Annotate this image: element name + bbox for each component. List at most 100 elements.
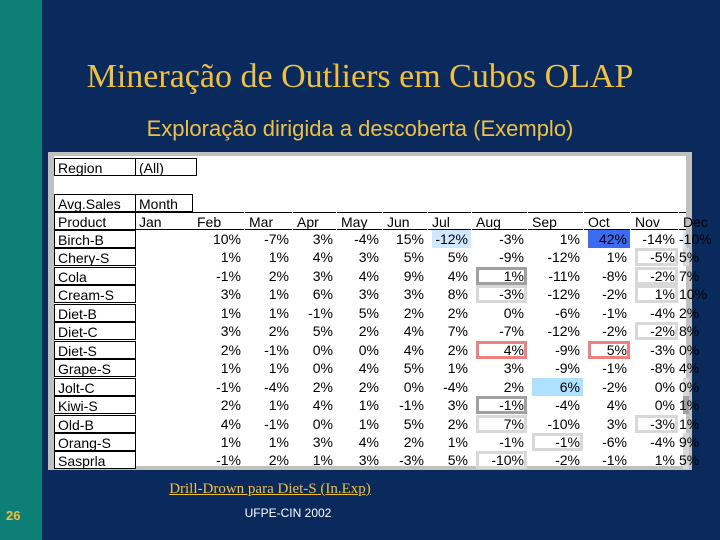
value-cell[interactable]: 1% xyxy=(220,433,241,450)
value-cell[interactable]: -1% xyxy=(216,378,241,395)
value-cell[interactable]: 4% xyxy=(312,397,333,414)
value-cell[interactable]: 2% xyxy=(312,378,333,395)
dimension-label[interactable]: Month xyxy=(135,194,193,212)
value-cell[interactable]: 3% xyxy=(220,286,241,303)
value-cell[interactable]: 2% xyxy=(358,378,379,395)
value-cell[interactable]: 0% xyxy=(312,360,333,377)
value-cell[interactable]: 1% xyxy=(679,397,700,414)
value-cell[interactable]: -1% xyxy=(499,433,524,450)
value-cell[interactable]: -1% xyxy=(602,360,627,377)
value-cell[interactable]: 0% xyxy=(358,341,379,358)
value-cell[interactable]: -2% xyxy=(602,323,627,340)
value-cell[interactable]: -1% xyxy=(602,304,627,321)
value-cell[interactable]: 2% xyxy=(403,433,424,450)
product-label[interactable]: Diet-C xyxy=(54,322,136,341)
value-cell[interactable]: 4% xyxy=(447,267,468,284)
value-cell[interactable]: 0% xyxy=(679,341,700,358)
product-label[interactable]: Old-B xyxy=(54,414,136,433)
value-cell[interactable]: 3% xyxy=(358,249,379,266)
value-cell[interactable]: -1% xyxy=(308,304,333,321)
value-cell[interactable]: -1% xyxy=(399,397,424,414)
value-cell[interactable]: 3% xyxy=(312,231,333,247)
value-cell[interactable]: -1% xyxy=(602,452,627,469)
value-cell[interactable]: 1% xyxy=(220,304,241,321)
value-cell[interactable]: -10% xyxy=(679,231,712,247)
product-label[interactable]: Cream-S xyxy=(54,285,136,304)
value-cell[interactable]: 9% xyxy=(679,433,700,450)
value-cell[interactable]: 5% xyxy=(679,452,700,469)
value-cell[interactable]: 2% xyxy=(503,378,524,395)
value-cell[interactable]: -8% xyxy=(650,360,675,377)
value-cell[interactable]: -5% xyxy=(650,249,675,266)
value-cell[interactable]: -6% xyxy=(602,433,627,450)
value-cell[interactable]: 8% xyxy=(679,323,700,340)
value-cell[interactable]: 0% xyxy=(679,378,700,395)
value-cell[interactable]: -12% xyxy=(435,231,468,247)
value-cell[interactable]: 0% xyxy=(312,341,333,358)
value-cell[interactable]: 1% xyxy=(358,397,379,414)
product-label[interactable]: Kiwi-S xyxy=(54,396,136,415)
value-cell[interactable]: 0% xyxy=(654,378,675,395)
value-cell[interactable]: 7% xyxy=(447,323,468,340)
value-cell[interactable]: 5% xyxy=(403,249,424,266)
value-cell[interactable]: 42% xyxy=(598,231,627,247)
product-label[interactable]: Orang-S xyxy=(54,432,136,451)
value-cell[interactable]: 1% xyxy=(447,360,468,377)
product-label[interactable]: Sasprla xyxy=(54,451,136,470)
value-cell[interactable]: 6% xyxy=(312,286,333,303)
value-cell[interactable]: -4% xyxy=(354,231,379,247)
product-label[interactable]: Diet-S xyxy=(54,340,136,359)
value-cell[interactable]: -1% xyxy=(216,452,241,469)
value-cell[interactable]: 3% xyxy=(312,267,333,284)
value-cell[interactable]: -1% xyxy=(264,341,289,358)
value-cell[interactable]: 2% xyxy=(268,323,289,340)
value-cell[interactable]: 3% xyxy=(220,323,241,340)
value-cell[interactable]: -12% xyxy=(547,249,580,266)
value-cell[interactable]: 2% xyxy=(403,304,424,321)
product-label[interactable]: Grape-S xyxy=(54,359,136,378)
value-cell[interactable]: 9% xyxy=(403,267,424,284)
value-cell[interactable]: -9% xyxy=(555,341,580,358)
value-cell[interactable]: -6% xyxy=(555,304,580,321)
value-cell[interactable]: 4% xyxy=(220,415,241,432)
value-cell[interactable]: 1% xyxy=(654,286,675,303)
value-cell[interactable]: -4% xyxy=(555,397,580,414)
value-cell[interactable]: 1% xyxy=(268,360,289,377)
value-cell[interactable]: -1% xyxy=(216,267,241,284)
value-cell[interactable]: -4% xyxy=(443,378,468,395)
value-cell[interactable]: 4% xyxy=(606,397,627,414)
value-cell[interactable]: 5% xyxy=(679,249,700,266)
value-cell[interactable]: -1% xyxy=(499,397,524,414)
value-cell[interactable]: 1% xyxy=(268,249,289,266)
value-cell[interactable]: 2% xyxy=(447,304,468,321)
value-cell[interactable]: -11% xyxy=(548,267,580,284)
value-cell[interactable]: 1% xyxy=(220,249,241,266)
product-label[interactable]: Chery-S xyxy=(54,248,136,267)
value-cell[interactable]: 8% xyxy=(447,286,468,303)
value-cell[interactable]: -2% xyxy=(602,378,627,395)
value-cell[interactable]: 1% xyxy=(220,360,241,377)
value-cell[interactable]: 0% xyxy=(654,397,675,414)
value-cell[interactable]: 4% xyxy=(312,249,333,266)
value-cell[interactable]: -7% xyxy=(499,323,524,340)
value-cell[interactable]: 1% xyxy=(268,433,289,450)
value-cell[interactable]: 0% xyxy=(503,304,524,321)
region-filter[interactable]: (All) xyxy=(135,158,197,176)
value-cell[interactable]: -3% xyxy=(650,415,675,432)
value-cell[interactable]: 0% xyxy=(403,378,424,395)
value-cell[interactable]: 5% xyxy=(312,323,333,340)
value-cell[interactable]: 1% xyxy=(358,415,379,432)
value-cell[interactable]: -4% xyxy=(264,378,289,395)
value-cell[interactable]: -3% xyxy=(399,452,424,469)
value-cell[interactable]: 1% xyxy=(503,267,524,284)
value-cell[interactable]: 5% xyxy=(358,304,379,321)
value-cell[interactable]: -12% xyxy=(547,323,580,340)
value-cell[interactable]: 2% xyxy=(268,452,289,469)
value-cell[interactable]: 2% xyxy=(447,415,468,432)
value-cell[interactable]: -3% xyxy=(499,231,524,247)
value-cell[interactable]: 4% xyxy=(358,360,379,377)
value-cell[interactable]: 3% xyxy=(312,433,333,450)
value-cell[interactable]: 4% xyxy=(358,267,379,284)
value-cell[interactable]: 3% xyxy=(358,452,379,469)
product-label[interactable]: Cola xyxy=(54,266,136,285)
